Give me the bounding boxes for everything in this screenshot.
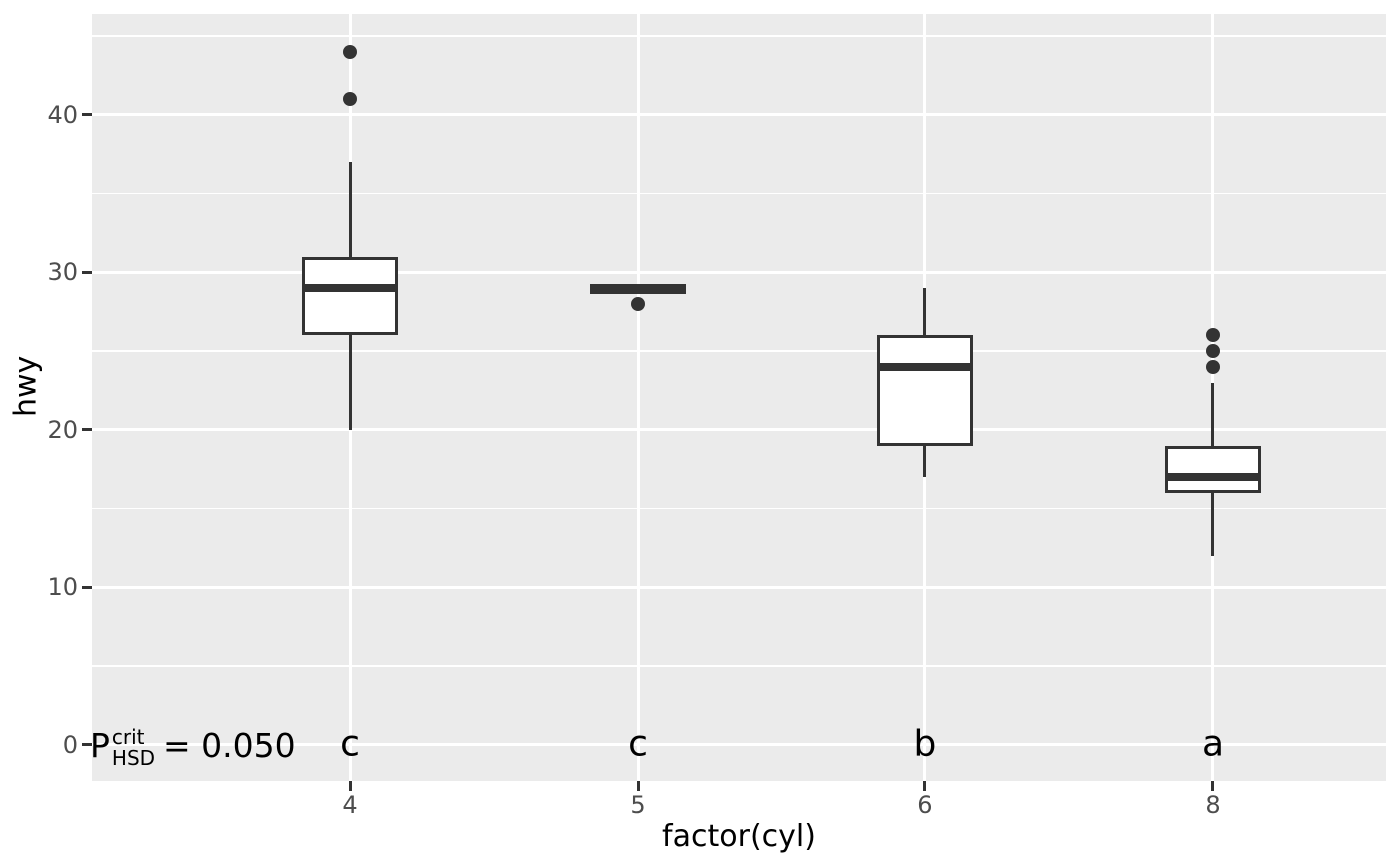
y-axis-tickmark [82,428,92,432]
gridline-minor [92,665,1386,667]
y-axis-tickmark [82,270,92,274]
whisker-lower [923,445,927,478]
group-letter: c [340,723,360,765]
group-letter: a [1201,723,1225,765]
x-axis-title: factor(cyl) [662,819,816,854]
phsd-value: = 0.050 [163,725,296,765]
gridline-vertical [636,14,640,781]
outlier-point [343,92,358,107]
box-iqr [1164,445,1261,493]
phsd-subscript: HSD [111,745,156,770]
x-axis-tickmark [636,781,640,791]
y-axis-tickmark [82,113,92,117]
x-axis-tick-label: 8 [1205,791,1221,819]
outlier-point [1205,359,1220,374]
whisker-upper [1211,382,1215,446]
y-axis-title: hwy [8,355,44,417]
box-iqr [876,335,973,446]
outlier-point [1205,344,1220,359]
y-axis-tick-label: 30 [47,258,78,287]
gridline-minor [92,192,1386,195]
y-axis-tickmark [82,585,92,589]
box-iqr [302,256,399,336]
group-letter: c [628,723,648,765]
phsd-base: P [90,725,110,765]
whisker-lower [348,335,352,430]
gridline-major [92,743,1386,747]
x-axis-tick-label: 5 [630,791,646,819]
x-axis-tickmark [923,781,927,791]
phsd-supsub: crit HSD [112,726,155,768]
whisker-lower [1211,492,1215,556]
x-axis-tickmark [1211,781,1215,791]
median-bar [876,362,973,371]
outlier-point [343,44,358,59]
y-axis-tick-label: 40 [47,100,78,129]
y-axis-tick-label: 20 [47,415,78,444]
x-axis-tick-label: 4 [342,791,358,819]
x-axis-tick-label: 6 [917,791,933,819]
outlier-point [631,296,646,311]
whisker-upper [348,162,352,257]
x-axis-tickmark [348,781,352,791]
y-axis-tick-label: 10 [47,573,78,602]
gridline-major [92,428,1386,432]
gridline-major [92,585,1386,589]
outlier-point [1205,328,1220,343]
y-axis-tickmark [82,743,92,747]
gridline-major [92,270,1386,274]
group-letter: b [913,723,937,765]
plot-panel [92,14,1386,781]
gridline-major [92,113,1386,117]
y-axis-tick-label: 0 [62,730,78,759]
gridline-minor [92,35,1386,37]
gridline-minor [92,507,1386,510]
whisker-upper [923,288,927,336]
median-bar [302,284,399,293]
gridline-minor [92,350,1386,352]
median-bar [1164,473,1261,482]
phsd-superscript: crit [111,724,145,749]
median-bar [590,284,687,293]
